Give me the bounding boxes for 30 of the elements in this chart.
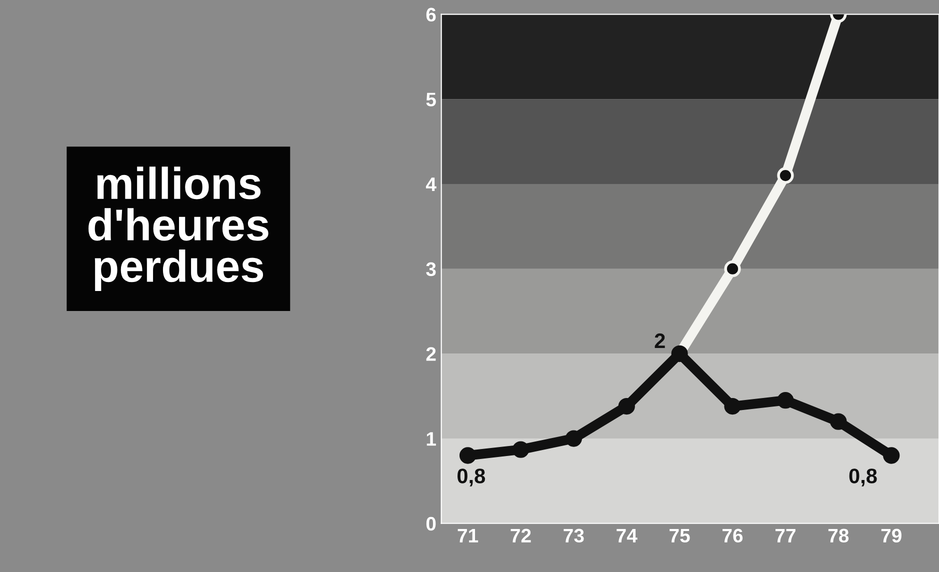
- data-label: 0,8: [458, 468, 486, 486]
- x-tick-label: 77: [775, 528, 796, 542]
- point: [565, 430, 582, 447]
- x-tick-label: 75: [670, 528, 690, 543]
- point: [777, 392, 794, 409]
- y-tick-label: 6: [426, 8, 436, 22]
- x-tick-label: 73: [564, 528, 584, 543]
- y-tick-label: 1: [426, 432, 436, 446]
- x-tick-label: 78: [828, 528, 849, 543]
- x-tick-label: 72: [510, 528, 531, 542]
- x-tick-label: 74: [616, 528, 638, 542]
- text: millions d'heures perdues: [88, 166, 268, 291]
- point: [724, 398, 741, 415]
- y-tick-label: 4: [426, 178, 436, 192]
- point: [724, 260, 741, 278]
- x-tick-label: 76: [722, 528, 743, 543]
- point: [618, 398, 635, 415]
- y-tick-label: 0: [426, 516, 436, 531]
- point: [830, 413, 847, 430]
- data-label: 0,8: [849, 468, 877, 486]
- y-tick-label: 3: [426, 262, 436, 276]
- point: [883, 447, 900, 464]
- y-tick-label: 5: [426, 92, 436, 106]
- point: [512, 441, 530, 458]
- point: [459, 447, 476, 464]
- point: [777, 167, 794, 184]
- y-tick-label: 2: [426, 347, 436, 361]
- x-tick-label: 71: [458, 528, 478, 542]
- x-tick-label: 79: [881, 528, 902, 543]
- data-label: 2: [654, 333, 665, 348]
